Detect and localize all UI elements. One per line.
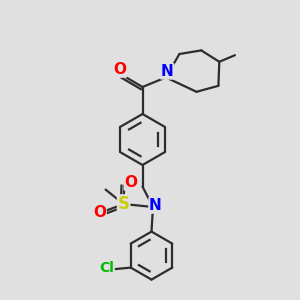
Text: O: O (113, 62, 126, 77)
Text: N: N (161, 64, 174, 79)
Text: Cl: Cl (99, 262, 114, 275)
Text: N: N (149, 198, 162, 213)
Text: O: O (124, 175, 137, 190)
Text: S: S (118, 195, 130, 213)
Text: O: O (93, 205, 106, 220)
